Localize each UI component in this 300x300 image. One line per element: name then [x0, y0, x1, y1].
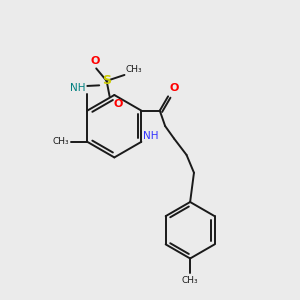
Text: NH: NH: [70, 83, 86, 93]
Text: O: O: [113, 99, 122, 109]
Text: O: O: [90, 56, 100, 66]
Text: CH₃: CH₃: [182, 276, 198, 285]
Text: S: S: [102, 74, 111, 87]
Text: O: O: [169, 83, 179, 93]
Text: CH₃: CH₃: [126, 65, 142, 74]
Text: CH₃: CH₃: [53, 137, 70, 146]
Text: NH: NH: [143, 131, 159, 141]
